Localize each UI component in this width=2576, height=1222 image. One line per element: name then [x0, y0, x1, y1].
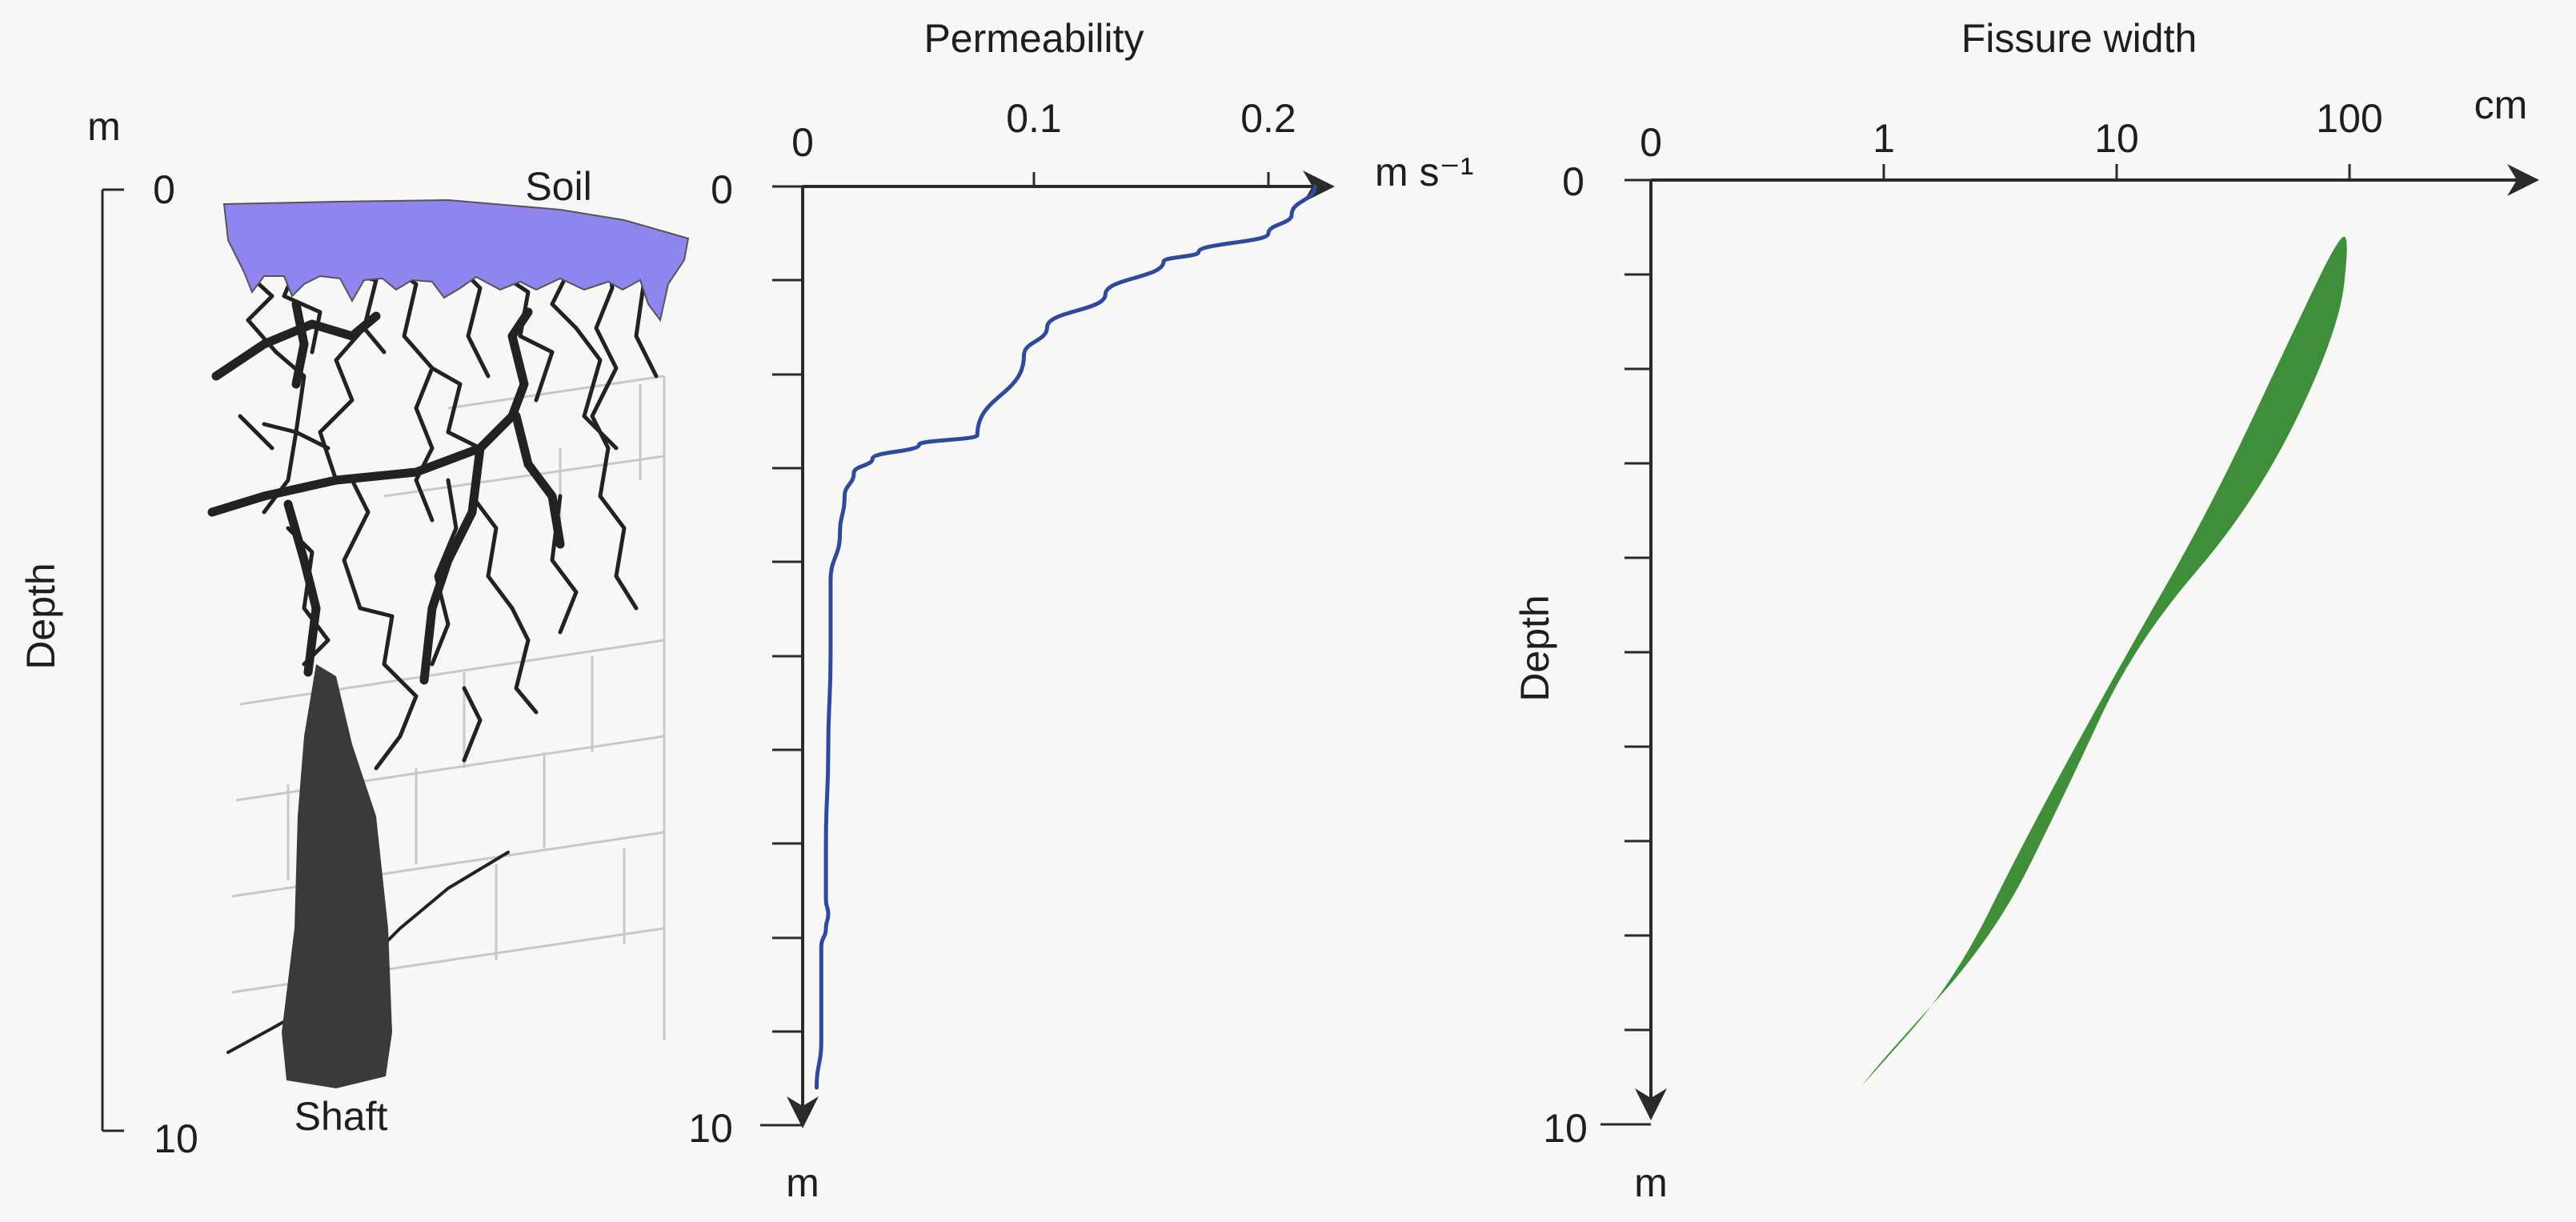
fissure-width-chart: Fissure width 0 1 10 100 cm 0 10 m D — [1512, 16, 2539, 1205]
fissure-y-tick-0: 0 — [1562, 159, 1584, 204]
permeability-curve — [815, 184, 1317, 1090]
left-top-value: 0 — [153, 167, 175, 212]
fissure-width-band — [1861, 236, 2347, 1087]
permeability-y-unit: m — [786, 1160, 819, 1205]
fissure-x-tick-10: 10 — [2094, 116, 2139, 161]
fissure-x-unit: cm — [2474, 82, 2528, 127]
fissure-x-tick-1: 1 — [1873, 116, 1895, 161]
fissure-x-tick-marks — [1882, 164, 2351, 180]
left-depth-label: Depth — [18, 563, 63, 669]
left-unit-label: m — [87, 104, 121, 149]
fissure-depth-label: Depth — [1512, 595, 1557, 701]
permeability-chart: Permeability 0 0.1 0.2 m s⁻¹ 0 10 m — [688, 16, 1473, 1205]
fissure-network — [207, 222, 659, 1054]
fissure-y-unit: m — [1634, 1160, 1668, 1205]
permeability-title: Permeability — [923, 16, 1144, 61]
fissure-y-tick-marks — [1600, 178, 1651, 1126]
permeability-x-unit: m s⁻¹ — [1375, 150, 1474, 194]
fissure-x-tick-0: 0 — [1640, 120, 1662, 165]
permeability-x-tick-2: 0.2 — [1240, 96, 1296, 141]
cross-section-panel: m 0 10 Depth — [18, 104, 690, 1161]
soil-label: Soil — [525, 164, 591, 209]
permeability-y-tick-marks — [760, 185, 803, 1127]
fissure-width-title: Fissure width — [1961, 16, 2197, 61]
shaft — [282, 664, 392, 1088]
soil-layer — [222, 198, 690, 323]
permeability-y-tick-10: 10 — [688, 1106, 733, 1151]
permeability-x-tick-0: 0 — [791, 120, 814, 165]
permeability-y-tick-0: 0 — [711, 167, 733, 212]
left-bottom-value: 10 — [154, 1116, 198, 1161]
permeability-x-tick-marks — [1032, 172, 1270, 186]
fissure-y-tick-10: 10 — [1543, 1106, 1588, 1151]
fissure-x-tick-100: 100 — [2316, 96, 2382, 141]
shaft-label: Shaft — [294, 1094, 388, 1139]
left-depth-scale — [101, 188, 124, 1132]
permeability-x-tick-1: 0.1 — [1006, 96, 1062, 141]
